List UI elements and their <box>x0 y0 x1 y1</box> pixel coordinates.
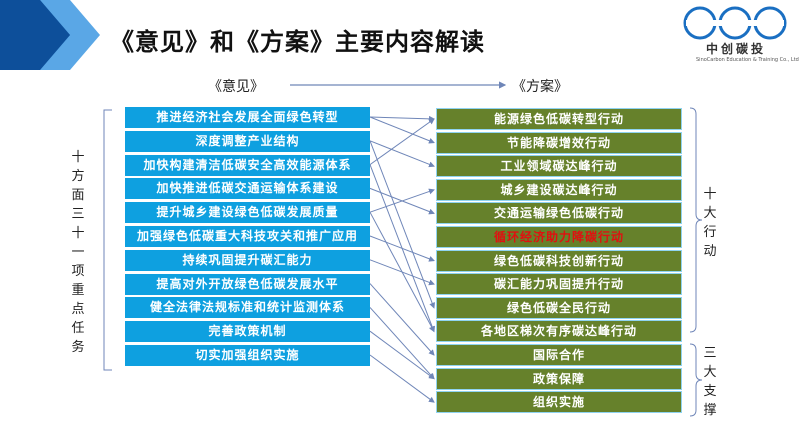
mapping-arrow <box>369 164 436 333</box>
left-bracket <box>103 109 112 371</box>
action-item: 能源绿色低碳转型行动 <box>436 108 682 130</box>
opinion-task-item: 健全法律法规标准和统计监测体系 <box>125 297 370 319</box>
mapping-arrow <box>369 354 435 403</box>
action-item: 各地区梯次有序碳达峰行动 <box>436 320 682 343</box>
opinion-task-item: 完善政策机制 <box>125 321 370 343</box>
action-item: 交通运输绿色低碳行动 <box>436 202 682 225</box>
opinion-task-item: 推进经济社会发展全面绿色转型 <box>125 107 370 128</box>
action-item: 绿色低碳全民行动 <box>436 296 682 319</box>
mapping-arrow <box>369 330 435 380</box>
page-title: 《意见》和《方案》主要内容解读 <box>110 28 485 56</box>
mapping-arrow <box>369 118 435 166</box>
logo-subtext: SinoCarbon Education & Training Co., Ltd <box>696 57 799 63</box>
header-chevron-decoration <box>0 0 100 70</box>
three-supports-label: 三大支撑 <box>703 346 717 418</box>
ten-actions-bracket <box>689 107 703 333</box>
opinion-task-item: 提升城乡建设绿色低碳发展质量 <box>125 202 370 224</box>
mapping-arrow <box>369 211 435 333</box>
mapping-arrow <box>369 140 435 168</box>
opinion-task-item: 提高对外开放绿色低碳发展水平 <box>125 273 370 295</box>
opinion-task-item: 加快推进低碳交通运输体系建设 <box>125 178 370 200</box>
support-item: 国际合作 <box>436 344 682 366</box>
company-logo: 中创碳投 SinoCarbon Education & Training Co.… <box>680 6 799 66</box>
opinion-task-item: 加快构建清洁低碳安全高效能源体系 <box>125 154 370 176</box>
mapping-arrow <box>369 283 435 356</box>
support-item: 组织实施 <box>436 391 682 414</box>
right-header: 《方案》 <box>512 79 568 95</box>
opinion-task-item: 深度调整产业结构 <box>125 130 370 152</box>
action-item: 节能降碳增效行动 <box>436 131 682 154</box>
mapping-arrow <box>369 116 435 144</box>
ten-actions-label: 十大行动 <box>703 187 717 259</box>
logo-rings-icon <box>683 6 787 40</box>
left-header: 《意见》 <box>208 79 264 95</box>
action-item: 循环经济助力降碳行动 <box>436 226 682 248</box>
left-group-label: 十方面三十一项重点任务 <box>71 150 85 355</box>
action-item: 绿色低碳科技创新行动 <box>436 249 682 272</box>
mapping-arrow <box>369 307 435 380</box>
opinion-task-item: 加强绿色低碳重大科技攻关和推广应用 <box>125 226 370 247</box>
logo-text: 中创碳投 <box>706 42 767 56</box>
mapping-arrow <box>369 140 436 309</box>
support-item: 政策保障 <box>436 367 682 390</box>
action-item: 城乡建设碳达峰行动 <box>436 178 682 201</box>
mapping-arrow <box>369 115 435 122</box>
action-item: 工业领域碳达峰行动 <box>436 155 682 178</box>
action-item: 碳汇能力巩固提升行动 <box>436 273 682 296</box>
mapping-arrow <box>369 188 435 213</box>
three-supports-bracket <box>689 343 703 417</box>
opinion-task-item: 持续巩固提升碳汇能力 <box>125 249 370 271</box>
opinion-task-item: 切实加强组织实施 <box>125 345 370 366</box>
